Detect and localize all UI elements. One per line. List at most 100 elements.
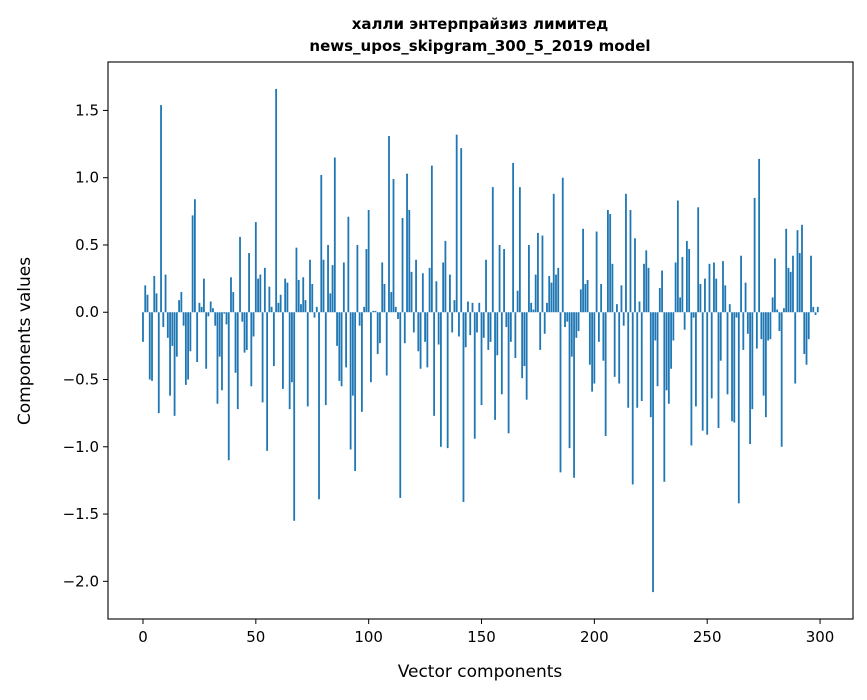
bar	[764, 312, 767, 418]
bar	[193, 199, 196, 313]
bar	[667, 312, 670, 404]
bar	[803, 312, 806, 354]
bar	[616, 304, 618, 313]
bar	[670, 312, 672, 369]
bar	[555, 274, 557, 313]
bar	[376, 312, 379, 354]
bar	[203, 278, 205, 313]
bar	[602, 312, 605, 361]
bar	[157, 312, 160, 414]
bar	[735, 312, 738, 318]
y-tick-label: −1.0	[63, 438, 99, 456]
bar	[214, 312, 217, 326]
bar	[227, 312, 230, 461]
bar	[742, 312, 745, 350]
bar	[209, 301, 212, 313]
bar	[557, 267, 560, 313]
bar	[329, 293, 332, 313]
bar	[236, 312, 239, 410]
bar	[652, 312, 654, 593]
bar	[697, 207, 700, 313]
y-tick-label: 0.5	[75, 236, 99, 254]
bar	[437, 312, 440, 345]
bar	[695, 312, 697, 407]
bar	[525, 312, 528, 400]
bar	[733, 312, 736, 423]
bar	[570, 312, 573, 357]
bar	[715, 278, 718, 313]
bar	[318, 312, 320, 500]
bar	[521, 312, 524, 379]
bar	[363, 306, 366, 313]
bar	[221, 312, 223, 391]
bar	[200, 306, 203, 313]
bar	[248, 253, 250, 313]
bar	[385, 312, 388, 376]
bar	[410, 271, 413, 313]
bar	[218, 312, 221, 357]
bar	[424, 312, 426, 342]
bar	[180, 292, 183, 313]
bar	[719, 312, 722, 361]
bar	[148, 312, 151, 380]
bar	[701, 312, 704, 431]
bar	[365, 249, 368, 313]
bar	[658, 288, 661, 313]
bar	[302, 277, 305, 313]
bar	[417, 312, 420, 352]
bar	[313, 312, 316, 318]
bar	[212, 308, 214, 313]
y-axis-label: Components values	[15, 257, 35, 425]
bar	[794, 312, 797, 384]
bar	[293, 312, 296, 521]
bar	[360, 312, 363, 412]
bar	[573, 312, 575, 478]
bar	[681, 257, 684, 313]
bar	[327, 244, 329, 313]
x-tick-label: 250	[693, 628, 722, 646]
x-axis-label: Vector components	[398, 662, 563, 682]
bar	[496, 312, 499, 356]
bar	[755, 312, 758, 349]
bar	[600, 283, 603, 313]
bar	[679, 297, 682, 313]
bar	[586, 279, 589, 313]
bar	[207, 312, 210, 317]
bar	[306, 312, 309, 407]
bar	[579, 289, 582, 313]
bar	[566, 312, 569, 322]
bar	[699, 283, 702, 313]
bar	[383, 283, 386, 313]
bar	[591, 312, 594, 392]
bar	[706, 312, 709, 435]
bar	[503, 249, 505, 313]
bar	[401, 218, 404, 313]
bar	[713, 262, 715, 313]
bar	[458, 312, 460, 337]
bar	[548, 275, 551, 313]
bar	[604, 312, 607, 437]
x-axis-ticks: 0 50 100 150 200 250 300	[138, 619, 834, 646]
bar	[649, 312, 652, 418]
bar	[291, 312, 293, 383]
bar	[627, 312, 630, 408]
bar	[787, 267, 790, 313]
bar	[487, 312, 490, 350]
bar	[279, 294, 282, 313]
bar	[347, 216, 350, 313]
bar	[532, 309, 535, 313]
bars-group	[142, 88, 819, 593]
bar	[665, 312, 668, 391]
bar	[250, 312, 253, 387]
bar	[518, 187, 521, 313]
bar	[160, 105, 162, 313]
bar	[232, 292, 235, 313]
bar	[311, 283, 314, 313]
bar	[505, 312, 508, 328]
bar	[546, 302, 548, 313]
bar	[151, 312, 153, 381]
bar	[153, 275, 156, 313]
bar	[345, 312, 348, 368]
bar	[252, 312, 255, 337]
